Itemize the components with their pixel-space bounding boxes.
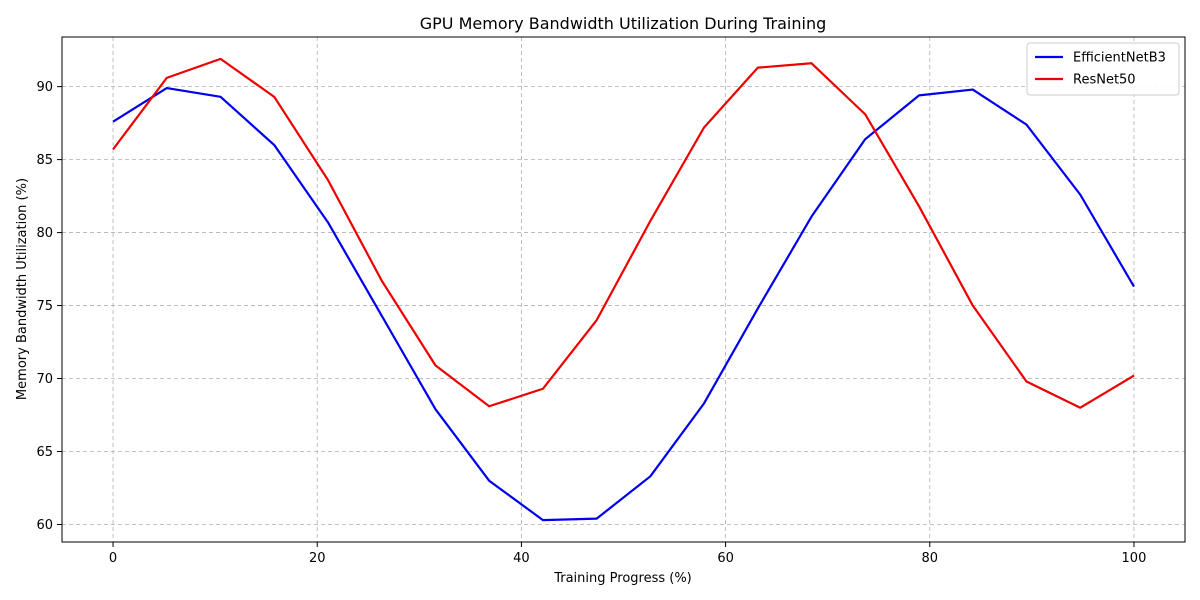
x-tick-label: 100: [1122, 551, 1147, 566]
grid: [62, 37, 1185, 542]
x-axis-label: Training Progress (%): [553, 571, 692, 586]
plot-frame: [61, 36, 1186, 543]
y-axis: 60 65 70 75 80 85 90: [36, 80, 62, 533]
chart-title: GPU Memory Bandwidth Utilization During …: [420, 14, 827, 33]
y-tick-label: 60: [36, 518, 53, 533]
legend: EfficientNetB3 ResNet50: [1026, 42, 1180, 96]
x-tick-label: 0: [109, 551, 117, 566]
series-lines: [112, 57, 1135, 522]
x-axis: 0 20 40 60 80 100: [109, 542, 1146, 566]
y-tick-label: 90: [36, 80, 53, 95]
legend-box: [1026, 42, 1180, 96]
series-line-efficientnetb3: [112, 86, 1135, 522]
y-tick-label: 85: [36, 153, 53, 168]
x-tick-label: 60: [717, 551, 734, 566]
legend-label: ResNet50: [1073, 73, 1136, 88]
y-axis-label: Memory Bandwidth Utilization (%): [15, 178, 30, 400]
series-line-resnet50: [112, 57, 1135, 409]
y-tick-label: 75: [36, 299, 53, 314]
y-tick-label: 70: [36, 372, 53, 387]
x-tick-label: 40: [513, 551, 530, 566]
x-tick-label: 80: [921, 551, 938, 566]
y-tick-label: 65: [36, 445, 53, 460]
x-tick-label: 20: [309, 551, 326, 566]
y-tick-label: 80: [36, 226, 53, 241]
legend-label: EfficientNetB3: [1073, 51, 1166, 66]
